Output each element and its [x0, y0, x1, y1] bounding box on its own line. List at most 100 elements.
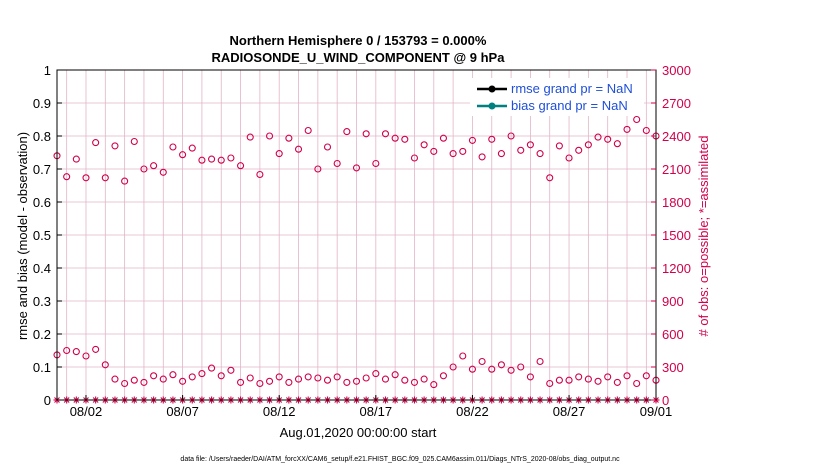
obs-possible-marker	[304, 126, 312, 135]
obs-possible-marker	[362, 374, 370, 382]
obs-possible-marker	[188, 373, 196, 381]
y-left-tick-label: 0.3	[33, 294, 51, 309]
y-left-tick-label: 1	[44, 63, 51, 78]
obs-possible-marker	[63, 173, 71, 181]
obs-possible-marker	[391, 371, 399, 379]
y-left-tick-label: 0	[44, 393, 51, 408]
grid-lines	[57, 70, 656, 400]
legend-rmse-marker	[488, 85, 496, 93]
y-right-tick-label: 600	[662, 327, 684, 342]
obs-possible-marker	[188, 144, 196, 152]
x-tick-label: 08/12	[263, 404, 296, 419]
obs-possible-marker	[584, 375, 592, 383]
obs-possible-marker	[179, 377, 187, 385]
obs-possible-marker	[304, 373, 312, 381]
obs-possible-marker	[159, 375, 167, 383]
obs-possible-marker	[343, 378, 351, 386]
obs-possible-marker	[92, 139, 100, 147]
obs-possible-marker	[488, 365, 496, 373]
obs-possible-marker	[101, 174, 109, 182]
obs-possible-marker	[410, 378, 419, 386]
obs-possible-marker	[227, 154, 235, 162]
obs-possible-marker	[517, 363, 525, 371]
x-tick-label: 08/22	[456, 404, 489, 419]
y-right-tick-label: 1800	[662, 195, 691, 210]
obs-possible-marker	[507, 132, 515, 140]
legend-bias-marker	[488, 102, 496, 110]
obs-possible-marker	[497, 361, 505, 369]
obs-possible-marker	[237, 162, 245, 170]
footer-datafile: data file: /Users/raeder/DAI/ATM_forcXX/…	[180, 456, 620, 463]
obs-possible-marker	[459, 147, 467, 155]
obs-possible-marker	[478, 357, 486, 366]
obs-possible-marker	[63, 346, 71, 355]
obs-possible-marker	[352, 164, 361, 172]
obs-possible-marker	[565, 376, 573, 384]
obs-possible-marker	[488, 135, 496, 143]
y-left-tick-label: 0.1	[33, 360, 51, 375]
obs-possible-marker	[275, 373, 283, 381]
obs-possible-marker	[92, 345, 100, 353]
obs-possible-marker	[111, 375, 119, 383]
obs-possible-marker	[633, 379, 641, 388]
y-left-tick-label: 0.9	[33, 96, 51, 111]
obs-possible-marker	[208, 364, 216, 372]
y-right-tick-label: 900	[662, 294, 684, 309]
y-right-tick-label: 1500	[662, 228, 691, 243]
obs-possible-marker	[314, 165, 322, 173]
obs-possible-marker	[613, 140, 621, 148]
obs-possible-marker	[642, 372, 650, 380]
obs-possible-marker	[623, 125, 631, 133]
x-tick-label: 08/17	[360, 404, 393, 419]
obs-possible-marker	[410, 154, 419, 162]
obs-possible-marker	[604, 373, 612, 381]
obs-possible-marker	[633, 115, 641, 124]
obs-possible-marker	[323, 143, 332, 151]
obs-possible-marker	[121, 379, 129, 388]
x-axis-label: Aug.01,2020 00:00:00 start	[280, 425, 437, 440]
obs-possible-marker	[208, 155, 216, 163]
obs-possible-marker	[526, 373, 534, 381]
obs-possible-marker	[198, 370, 206, 378]
obs-possible-marker	[430, 147, 438, 155]
obs-possible-marker	[478, 153, 486, 161]
obs-possible-marker	[401, 376, 409, 384]
obs-possible-marker	[140, 165, 148, 173]
obs-possible-marker	[101, 361, 109, 369]
obs-possible-marker	[372, 159, 380, 168]
obs-possible-marker	[594, 133, 602, 141]
obs-possible-marker	[169, 371, 177, 379]
obs-possible-marker	[343, 128, 351, 136]
obs-possible-marker	[179, 151, 187, 159]
chart-subtitle: RADIOSONDE_U_WIND_COMPONENT @ 9 hPa	[212, 50, 506, 65]
obs-possible-marker	[391, 134, 399, 142]
obs-possible-marker	[507, 366, 515, 374]
obs-possible-marker	[575, 146, 583, 154]
obs-possible-marker	[565, 154, 573, 162]
x-tick-label: 09/01	[640, 404, 673, 419]
obs-possible-marker	[584, 141, 592, 149]
y-right-tick-label: 1200	[662, 261, 691, 276]
obs-possible-marker	[459, 352, 467, 360]
y-left-tick-label: 0.4	[33, 261, 51, 276]
y-left-tick-label: 0.8	[33, 129, 51, 144]
obs-possible-marker	[430, 381, 438, 389]
y-right-tick-label: 0	[662, 393, 669, 408]
obs-possible-marker	[72, 155, 80, 163]
obs-possible-marker	[517, 146, 525, 154]
obs-possible-marker	[227, 366, 235, 374]
obs-possible-marker	[401, 135, 409, 143]
obs-possible-marker	[169, 143, 177, 151]
obs-possible-marker	[546, 174, 554, 182]
obs-possible-marker	[642, 126, 650, 135]
obs-possible-marker	[372, 370, 380, 378]
obs-possible-marker	[130, 137, 138, 146]
obs-possible-marker	[333, 373, 341, 381]
obs-possible-marker	[246, 374, 254, 382]
y-axis-label-left: rmse and bias (model - observation)	[15, 132, 30, 340]
obs-possible-marker	[381, 130, 390, 138]
obs-possible-marker	[604, 135, 612, 143]
obs-possible-marker	[352, 377, 361, 385]
obs-possible-marker	[130, 376, 138, 384]
